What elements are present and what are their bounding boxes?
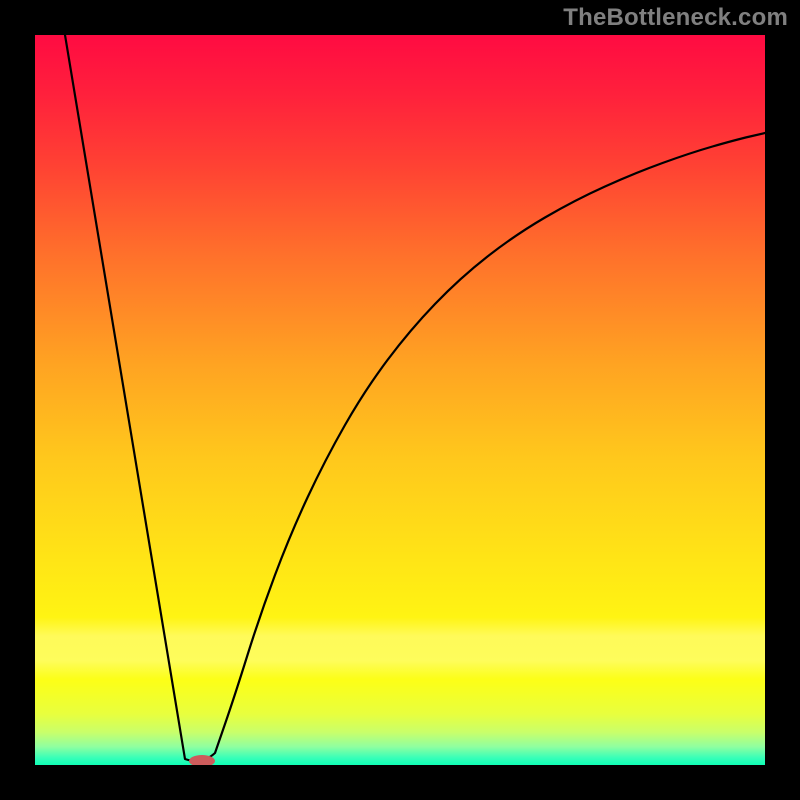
highlight-band bbox=[35, 617, 765, 679]
bottleneck-chart bbox=[35, 35, 765, 765]
chart-frame: TheBottleneck.com bbox=[0, 0, 800, 800]
watermark-text: TheBottleneck.com bbox=[563, 4, 788, 32]
